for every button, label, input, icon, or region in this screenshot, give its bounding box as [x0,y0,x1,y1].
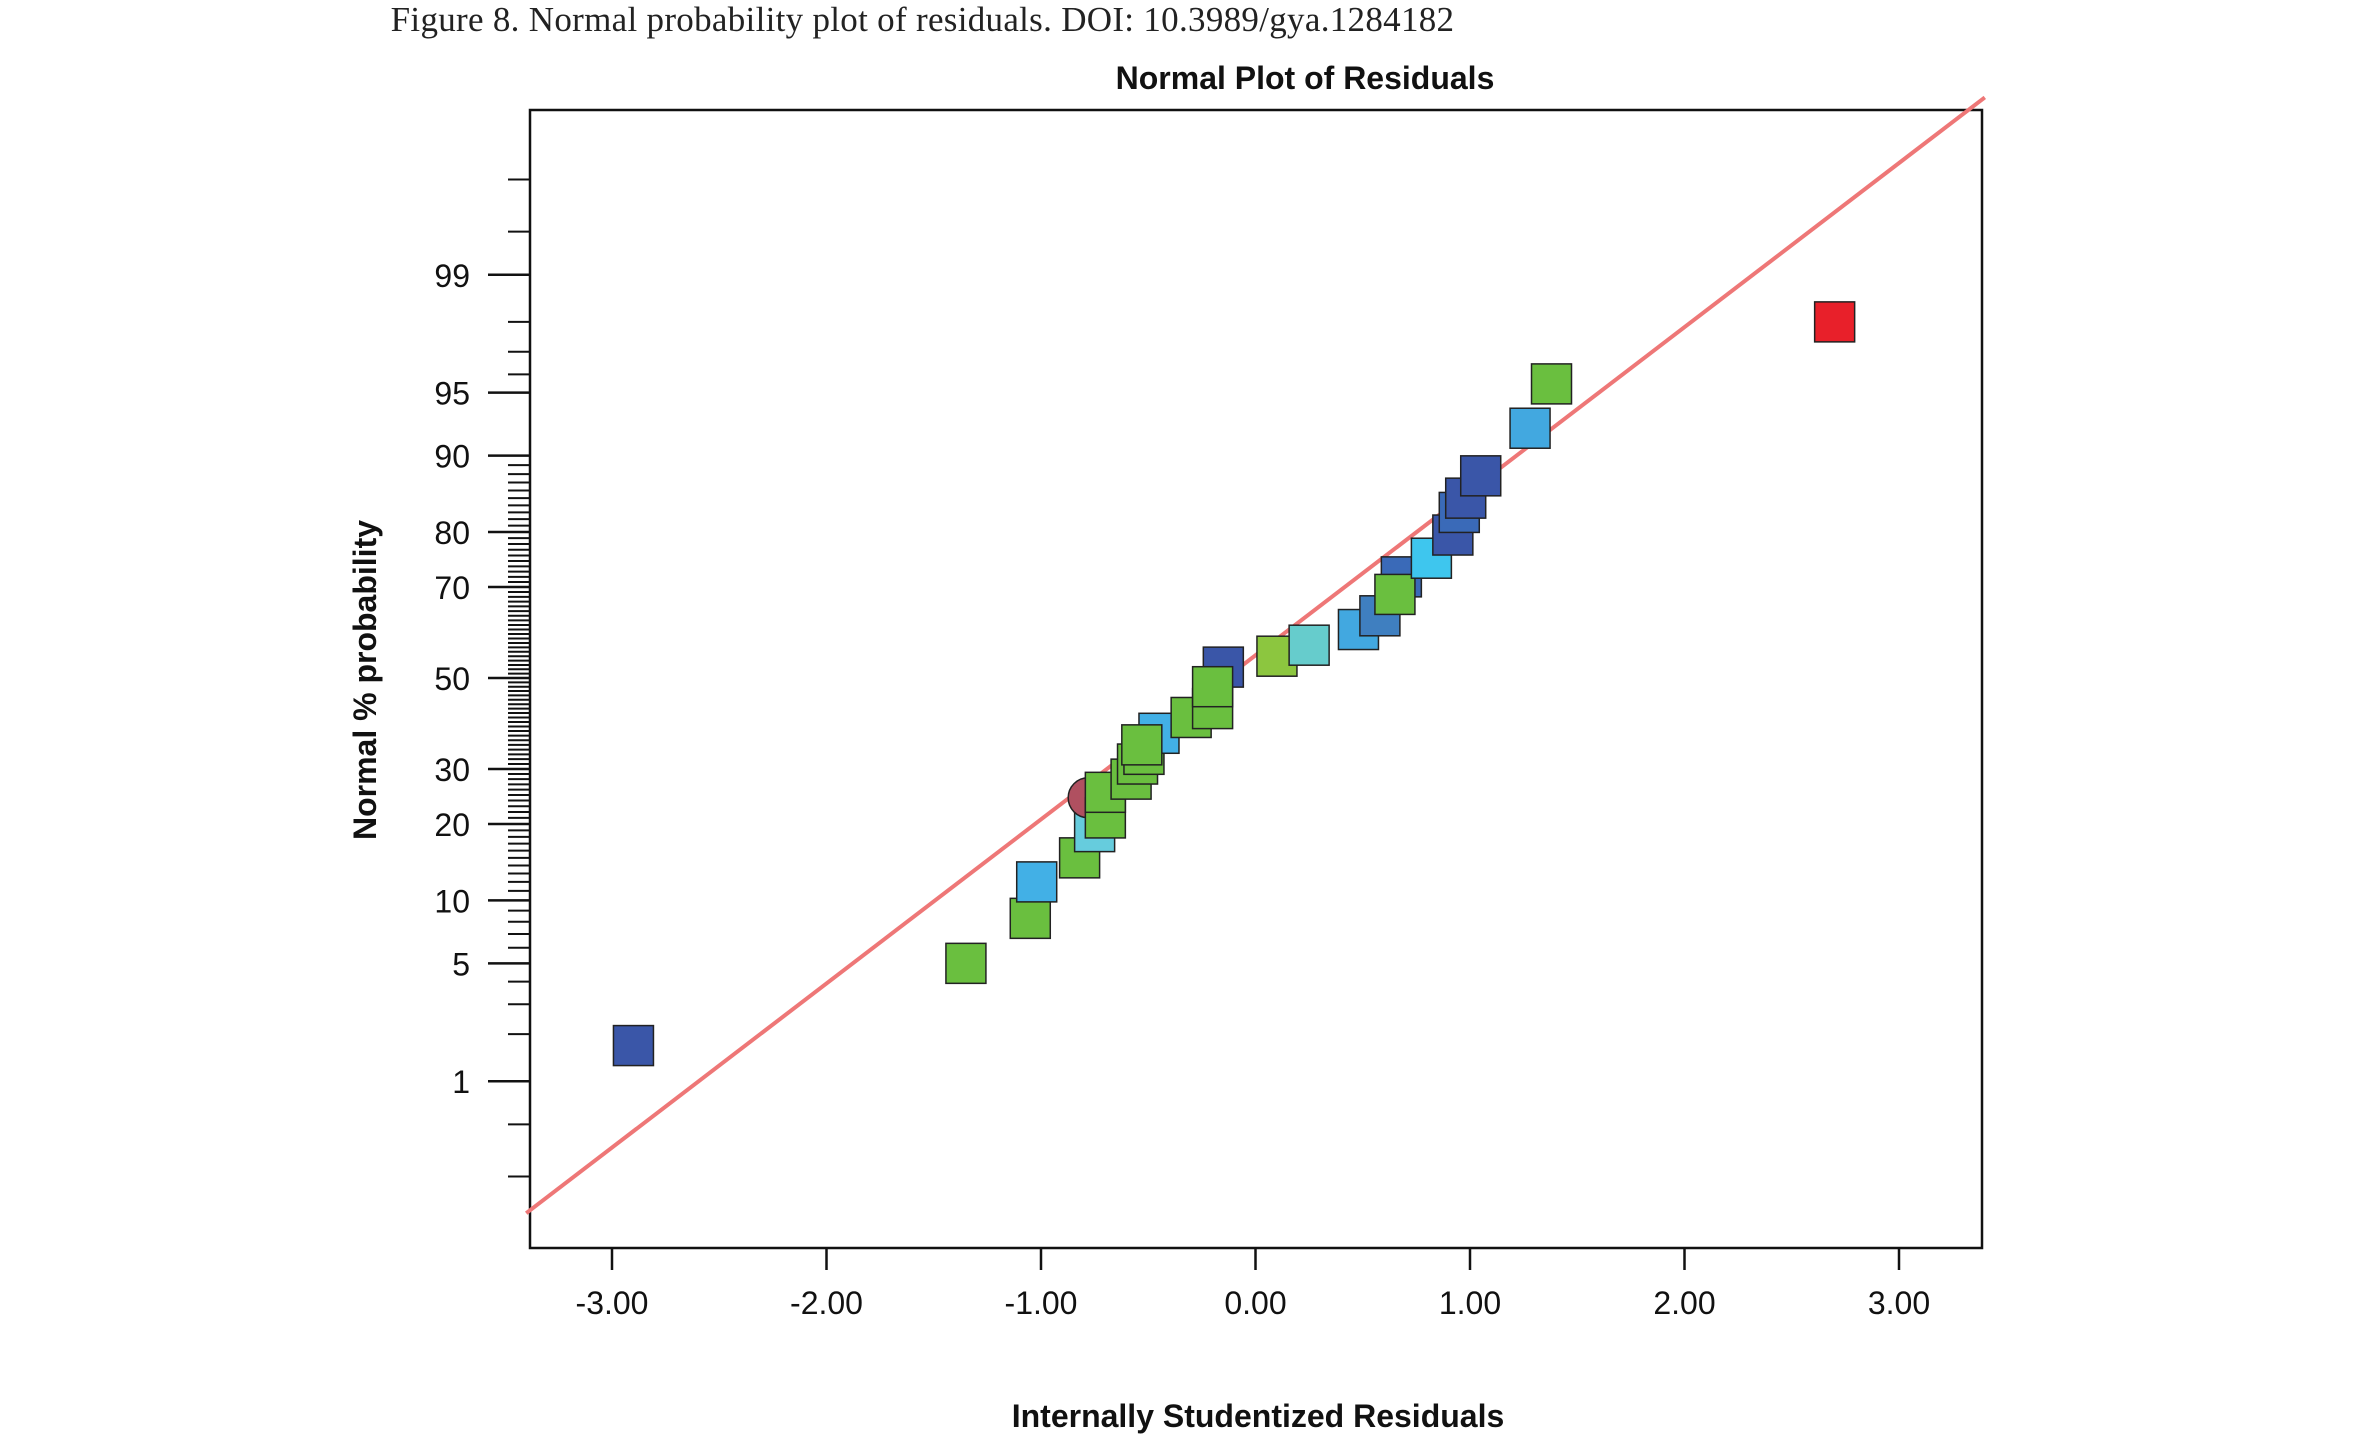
data-point [1288,624,1330,666]
x-tick-label: -1.00 [1005,1285,1078,1321]
x-tick-label: 2.00 [1653,1285,1715,1321]
y-tick-label: 50 [434,661,470,697]
data-point [1374,573,1416,616]
data-point [1015,861,1058,903]
data-point [1813,301,1856,343]
y-axis-label: Normal % probability [347,520,383,840]
y-tick-label: 70 [434,570,470,606]
data-point [612,1024,655,1067]
y-axis: 1 5 10 20 30 50 70 80 90 95 99 [434,258,530,1100]
data-point [1509,407,1551,449]
x-tick-label: 0.00 [1224,1285,1286,1321]
x-tick-label: -2.00 [790,1285,863,1321]
y-tick-label: 10 [434,883,470,919]
y-minor-ticks [508,178,530,1178]
data-point [1459,455,1502,497]
x-axis-label: Internally Studentized Residuals [1012,1398,1505,1434]
y-tick-label: 95 [434,376,470,412]
x-tick-label: 1.00 [1439,1285,1501,1321]
data-point [1121,724,1163,766]
data-point [1009,897,1052,940]
x-tick-label: -3.00 [576,1285,649,1321]
y-tick-label: 20 [434,807,470,843]
y-tick-label: 80 [434,515,470,551]
chart-title: Normal Plot of Residuals [1116,60,1495,96]
y-tick-label: 1 [452,1064,470,1100]
plot-area-frame [528,108,1984,1250]
data-points [612,301,1856,1067]
y-tick-label: 5 [452,946,470,982]
reference-line [524,95,1987,1215]
figure-caption-text: Figure 8. Normal probability plot of res… [390,0,1455,39]
x-tick-label: 3.00 [1868,1285,1930,1321]
y-tick-label: 30 [434,752,470,788]
data-point [1191,665,1234,708]
data-point [1530,363,1573,405]
data-point [945,942,987,985]
y-tick-label: 99 [434,258,470,294]
y-tick-label: 90 [434,439,470,475]
figure-caption: Figure 8. Normal probability plot of res… [0,0,1845,40]
x-axis: -3.00 -2.00 -1.00 0.00 1.00 2.00 3.00 [576,1248,1930,1321]
